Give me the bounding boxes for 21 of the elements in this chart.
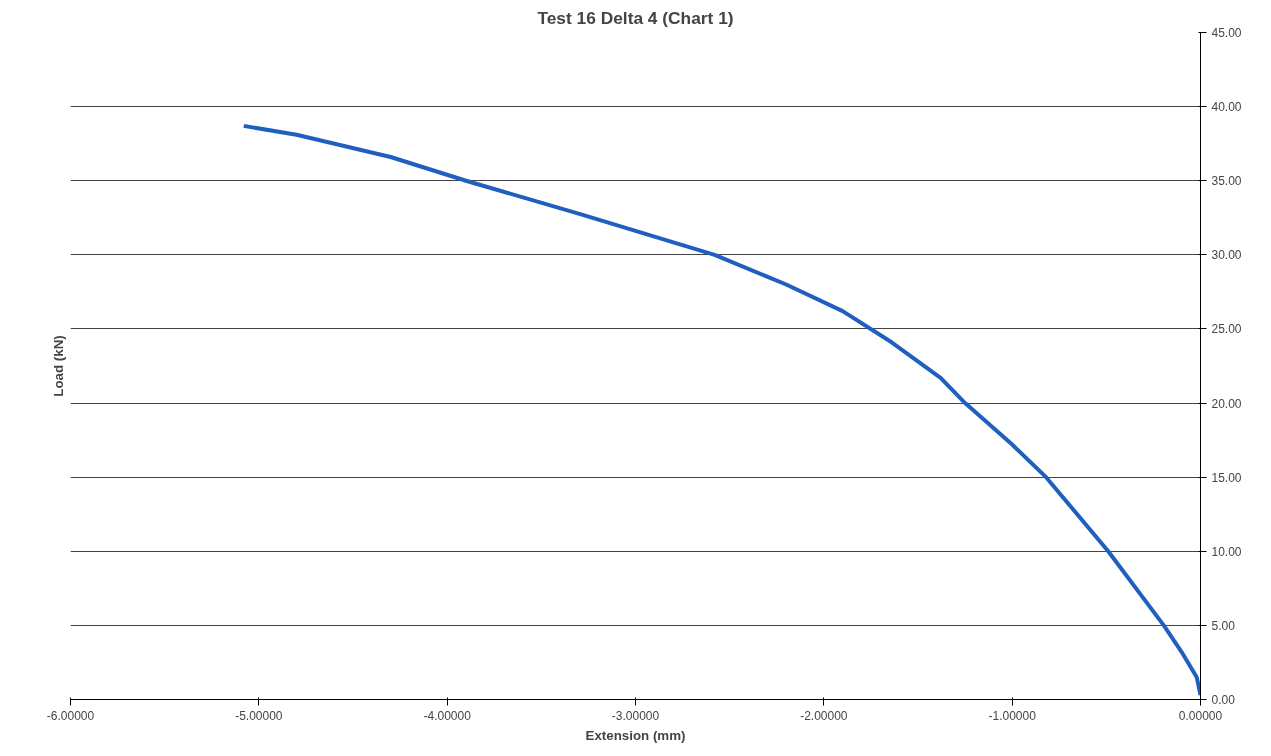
x-tick-label: -1.00000 — [988, 708, 1037, 723]
y-tick-label: 25.00 — [1211, 322, 1242, 337]
line-series — [241, 123, 1201, 698]
x-axis-title: Extension (mm) — [585, 727, 686, 743]
y-tick-label: 10.00 — [1211, 544, 1242, 559]
chart-title: Test 16 Delta 4 (Chart 1) — [537, 7, 734, 28]
x-tick-label: -4.00000 — [423, 708, 472, 723]
y-tick-label: 0.00 — [1211, 693, 1236, 707]
y-axis-title: Load (kN) — [50, 335, 66, 397]
y-tick-label: 35.00 — [1211, 174, 1242, 189]
x-tick-label: 0.00000 — [1178, 708, 1223, 723]
y-tick-label: 30.00 — [1211, 248, 1242, 263]
y-tick-label: 40.00 — [1211, 100, 1242, 115]
y-tick-label: 15.00 — [1211, 470, 1242, 485]
y-tick-label: 5.00 — [1211, 618, 1236, 633]
y-tick-label: 20.00 — [1211, 396, 1242, 411]
x-tick-label: -2.00000 — [800, 708, 848, 723]
y-tick-label: 45.00 — [1211, 26, 1242, 40]
x-tick-label: -3.00000 — [611, 708, 660, 723]
x-tick-label: -6.00000 — [46, 708, 95, 723]
x-tick-label: -5.00000 — [235, 708, 283, 723]
